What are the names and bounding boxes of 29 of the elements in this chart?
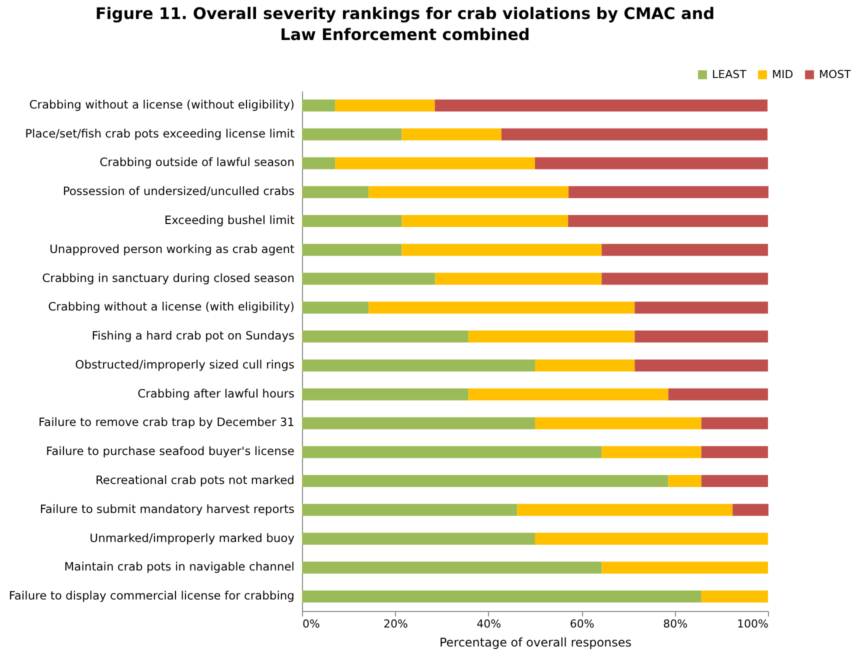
x-axis-title: Percentage of overall responses: [439, 636, 632, 650]
x-tick-label: 20%: [383, 618, 408, 630]
x-tick-label: 40%: [476, 618, 502, 630]
y-tick-label: Crabbing without a license (without eligibility): [29, 97, 294, 112]
x-tick-label: 0%: [302, 618, 320, 630]
y-tick-label: Crabbing without a license (with eligibility): [48, 300, 294, 314]
legend-label: LEAST: [712, 68, 747, 81]
legend-label: MID: [772, 68, 794, 81]
y-tick-label: Place/set/fish crab pots exceeding license limit: [25, 126, 295, 140]
y-tick-label: Recreational crab pots not marked: [95, 473, 294, 487]
y-tick-label: Failure to purchase seafood buyer's license: [46, 444, 294, 458]
legend-label: MOST: [819, 68, 852, 81]
y-tick-label: Obstructed/improperly sized cull rings: [75, 357, 294, 372]
x-tick-label: 60%: [570, 618, 594, 630]
y-tick-label: Crabbing outside of lawful season: [100, 155, 294, 170]
x-tick-label: 100%: [737, 618, 768, 630]
x-tick-label: 80%: [663, 618, 688, 630]
y-tick-label: Fishing a hard crab pot on Sundays: [92, 328, 294, 343]
y-tick-label: Possession of undersized/unculled crabs: [62, 184, 295, 198]
y-tick-label: Unapproved person working as crab agent: [49, 242, 295, 256]
y-tick-label: Failure to display commercial license for crabbing: [8, 588, 294, 603]
y-tick-label: Unmarked/improperly marked buoy: [90, 530, 295, 545]
y-tick-label: Failure to submit mandatory harvest reports: [40, 502, 295, 516]
y-tick-label: Crabbing after lawful hours: [138, 386, 295, 400]
y-tick-label: Crabbing in sanctuary during closed season: [42, 270, 294, 285]
y-tick-label: Maintain crab pots in navigable channel: [64, 560, 294, 574]
chart-title: Figure 11. Overall severity rankings for crab violations by CMAC and Law Enforcement combined: [95, 4, 715, 44]
y-tick-label: Exceeding bushel limit: [164, 213, 295, 227]
y-tick-label: Failure to remove crab trap by December 31: [38, 415, 294, 430]
